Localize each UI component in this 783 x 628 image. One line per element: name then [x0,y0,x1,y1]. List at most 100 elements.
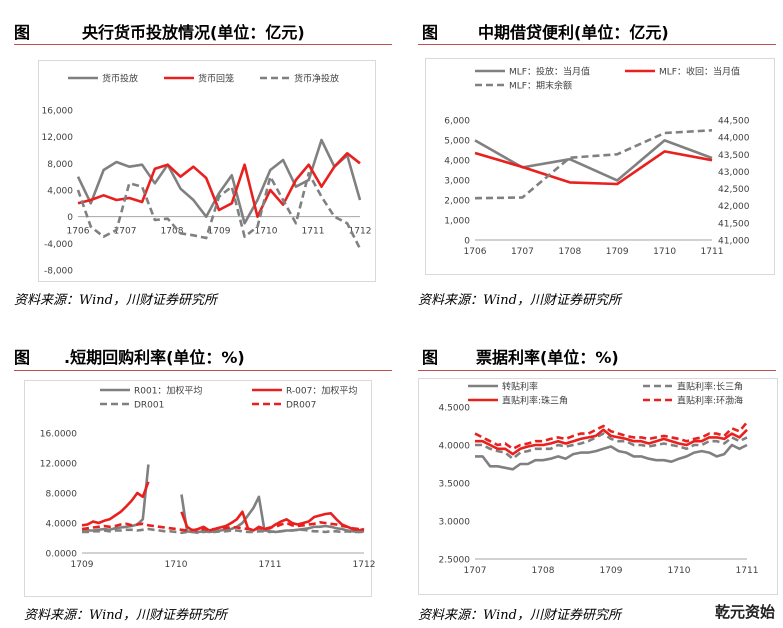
c2-series-line [474,129,713,200]
c3-xtick: 1711 [259,560,282,570]
c2-xtick: 1711 [701,247,724,257]
panel-2-title: 中期借贷便利(单位：亿元) [478,23,669,42]
c1-xtick: 1707 [114,227,137,237]
panel-4-rule [418,370,776,371]
c2-y2tick: 41,000 [718,237,750,247]
c2-ytick: 6,000 [444,117,470,127]
chart-1-frame [38,60,376,282]
c3-series-line [81,521,365,532]
c4-legend-label: 直贴利率:珠三角 [502,395,568,407]
c1-xtick: 1706 [67,227,90,237]
c2-legend-label: MLF：投放：当月值 [509,66,590,78]
c1-ytick: 16,000 [42,107,74,117]
c1-ytick: 4,000 [47,187,73,197]
c2-y2tick: 41,500 [718,219,750,229]
c4-legend-label: 直贴利率:环渤海 [677,395,743,407]
c4-series-line [474,421,748,451]
c2-legend-label: MLF：期末余额 [509,80,572,92]
watermark: 乾元资始 [714,603,775,621]
c2-legend-label: MLF：收回：当月值 [659,66,740,78]
c2-ytick: 1,000 [444,217,470,227]
c3-legend-label: R001：加权平均 [134,385,202,397]
c2-y2tick: 42,000 [718,202,750,212]
panel-2-source: 资料来源：Wind，川财证券研究所 [418,293,621,308]
c2-xtick: 1710 [653,247,676,257]
c1-legend-label: 货币净投放 [294,73,339,85]
c4-legend-label: 直贴利率:长三角 [677,381,743,393]
c2-xtick: 1709 [606,247,629,257]
panel-4-label: 图 [422,348,439,367]
c1-xtick: 1709 [208,227,231,237]
c1-xtick: 1708 [161,227,184,237]
c2-y2tick: 42,500 [718,185,750,195]
chart-3-frame [24,380,372,597]
c3-ytick: 0.0000 [46,550,78,560]
c3-ytick: 8.0000 [46,490,78,500]
panel-2-label: 图 [422,23,439,42]
panel-3-source: 资料来源：Wind，川财证券研究所 [24,608,227,623]
panel-1-source: 资料来源：Wind，川财证券研究所 [14,293,217,308]
c4-ytick: 4.0000 [439,442,471,452]
c2-y2tick: 44,000 [718,134,750,144]
c3-legend-label: R-007：加权平均 [286,385,357,397]
panel-3-rule [14,370,392,371]
c2-xtick: 1707 [511,247,534,257]
c1-xtick: 1711 [302,227,325,237]
c4-xtick: 1707 [464,566,487,576]
c2-ytick: 2,000 [444,197,470,207]
panel-3-title: .短期回购利率(单位：%) [64,348,245,367]
c1-ytick: 12,000 [42,133,74,143]
panel-1-label: 图 [14,23,31,42]
chart-2-frame [425,58,775,275]
chart-1: 16,000 12,000 8,000 4,000 0 -4,000 -8,000 1706 1… [42,73,372,277]
c3-legend-label: DR007 [286,401,316,411]
c2-xtick: 1708 [558,247,581,257]
c2-xtick: 1706 [464,247,487,257]
c1-legend-label: 货币回笼 [198,73,234,85]
c2-ytick: 5,000 [444,137,470,147]
c1-legend-label: 货币投放 [102,73,138,85]
c4-xtick: 1708 [532,566,555,576]
panel-3-label: 图 [14,348,31,367]
c1-xtick: 1710 [255,227,278,237]
c2-ytick: 3,000 [444,177,470,187]
c1-series-line [76,138,362,225]
c2-series-line [474,139,713,182]
c1-series-line [76,172,362,250]
c4-ytick: 2.5000 [439,556,471,566]
c4-xtick: 1711 [736,566,759,576]
c2-y2tick: 43,500 [718,151,750,161]
c4-series-line [475,432,748,460]
c3-series-line [82,527,364,535]
panel-1-title: 央行货币投放情况(单位：亿元) [82,23,305,42]
c3-ytick: 12.0000 [40,460,77,470]
c4-series-line [475,443,748,471]
c4-ytick: 3.5000 [439,480,471,490]
c4-xtick: 1709 [600,566,623,576]
panel-4-source: 资料来源：Wind，川财证券研究所 [418,608,621,623]
c3-xtick: 1712 [353,560,376,570]
c4-ytick: 3.0000 [439,518,471,528]
c2-series-line [474,150,713,186]
c1-ytick: -4,000 [44,240,73,250]
panel-1-rule [14,44,392,45]
c1-ytick: 0 [67,213,73,223]
c2-ytick: 4,000 [444,157,470,167]
c2-y2tick: 44,500 [718,117,750,127]
c1-ytick: -8,000 [44,267,73,277]
panel-4-title: 票据利率(单位：%) [476,348,619,367]
panel-2-rule [418,44,776,45]
c3-ytick: 16.0000 [40,430,77,440]
c4-ytick: 4.5000 [439,404,471,414]
chart-2: 6,000 5,000 4,000 3,000 2,000 1,000 0 44,500 44,… [444,66,750,258]
c3-xtick: 1709 [71,560,94,570]
c4-series-line [475,428,748,456]
c4-legend-label: 转贴利率 [502,381,538,393]
c2-ytick: 0 [464,237,470,247]
c1-xtick: 1712 [349,227,372,237]
c3-legend-label: DR001 [134,401,164,411]
c1-ytick: 8,000 [47,160,73,170]
c3-xtick: 1710 [165,560,188,570]
